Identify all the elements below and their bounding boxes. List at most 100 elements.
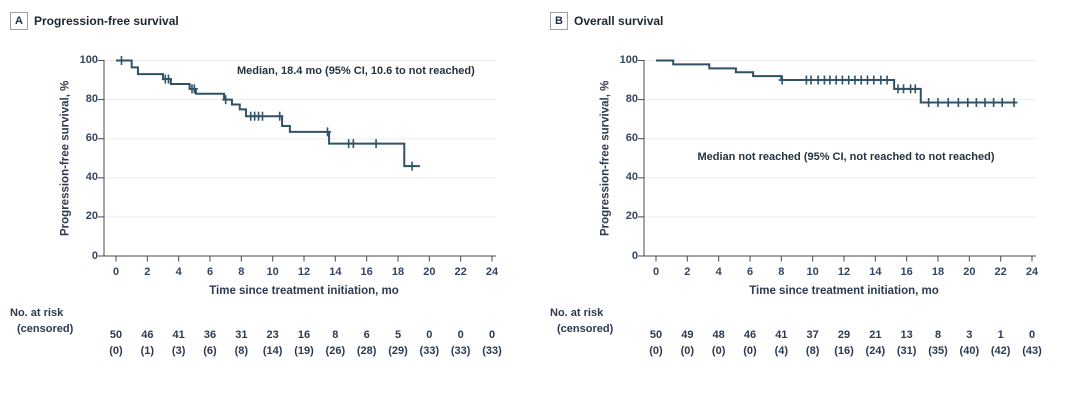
y-tick-label: 20	[625, 210, 638, 223]
at-risk-value: 50	[109, 329, 123, 341]
x-tick-label: 10	[806, 266, 819, 278]
x-tick-label: 2	[144, 266, 151, 278]
censored-value: (0)	[743, 345, 757, 357]
at-risk-value: 23	[266, 329, 279, 341]
x-tick-label: 8	[778, 266, 785, 278]
median-annotation-a: Median, 18.4 mo (95% CI, 10.6 to not rea…	[237, 65, 475, 77]
at-risk-value: 46	[141, 329, 154, 341]
at-risk-value: 50	[649, 329, 663, 341]
km-plot-b	[638, 59, 1036, 262]
x-tick-label: 22	[454, 266, 467, 278]
at-risk-value: 3	[966, 329, 973, 341]
x-tick-label: 2	[684, 266, 691, 278]
censored-value: (33)	[450, 345, 471, 357]
panel-label-a: A	[15, 14, 23, 27]
panel-progression-free-survival: A Progression-free survival Progression-…	[10, 12, 502, 357]
censored-value: (33)	[419, 345, 440, 357]
x-tick-label: 0	[652, 266, 660, 278]
censored-value: (6)	[203, 345, 217, 357]
at-risk-value: 0	[1028, 329, 1036, 341]
y-tick-label: 20	[85, 210, 98, 223]
at-risk-value: 0	[426, 329, 433, 341]
censored-value: (43)	[1022, 345, 1042, 357]
panel-label-box-b: B	[550, 12, 568, 30]
at-risk-value: 37	[806, 329, 819, 341]
censored-value: (42)	[990, 345, 1011, 357]
x-tick-label: 24	[1025, 266, 1039, 278]
at-risk-value: 46	[743, 329, 757, 341]
y-tick-label: 100	[619, 54, 638, 66]
km-plot-a	[98, 56, 496, 262]
x-tick-label: 18	[391, 266, 405, 278]
censored-value: (1)	[140, 345, 155, 357]
at-risk-value: 5	[394, 329, 402, 341]
x-tick-label: 14	[869, 266, 882, 278]
censored-value: (0)	[711, 345, 726, 357]
censored-value: (4)	[774, 345, 789, 357]
panel-title-a: Progression-free survival	[34, 14, 179, 28]
x-tick-label: 16	[360, 266, 373, 278]
censored-value: (28)	[356, 345, 377, 357]
censored-value: (14)	[262, 345, 283, 357]
at-risk-value: 49	[681, 329, 694, 341]
panel-label-b: B	[555, 14, 563, 27]
x-axis-label-a: Time since treatment initiation, mo	[209, 285, 399, 297]
censored-value: (8)	[234, 345, 249, 357]
at-risk-value: 16	[297, 329, 311, 341]
panel-overall-survival: B Overall survival Progression-free surv…	[540, 0, 1080, 400]
at-risk-value: 31	[235, 329, 248, 341]
censored-value: (24)	[865, 345, 886, 357]
y-tick-label: 60	[85, 132, 98, 145]
censored-value: (26)	[325, 345, 346, 357]
at-risk-value: 21	[869, 329, 882, 341]
at-risk-value: 13	[900, 329, 913, 341]
at-risk-value: 0	[488, 329, 496, 341]
censored-value: (35)	[928, 345, 948, 357]
censored-value: (31)	[896, 345, 917, 357]
x-tick-label: 6	[746, 266, 754, 278]
at-risk-value: 8	[934, 329, 942, 341]
at-risk-value: 29	[837, 329, 851, 341]
x-tick-label: 24	[485, 266, 499, 278]
risk-table-censored-header-b: (censored)	[557, 323, 614, 335]
y-axis-label-b: Progression-free survival, %	[599, 80, 612, 236]
at-risk-value: 36	[203, 329, 217, 341]
censored-value: (0)	[680, 345, 695, 357]
censored-value: (0)	[109, 345, 123, 357]
x-tick-label: 6	[206, 266, 214, 278]
censored-value: (33)	[482, 345, 502, 357]
panel-title-b: Overall survival	[574, 14, 664, 28]
at-risk-value: 0	[457, 329, 464, 341]
median-annotation-b: Median not reached (95% CI, not reached …	[697, 151, 995, 163]
at-risk-value: 41	[775, 329, 788, 341]
censored-value: (19)	[294, 345, 314, 357]
censored-value: (16)	[834, 345, 854, 357]
y-tick-label: 40	[85, 171, 98, 184]
y-axis-label-a: Progression-free survival, %	[59, 80, 72, 236]
at-risk-value: 48	[712, 329, 725, 341]
x-tick-label: 20	[963, 266, 976, 278]
y-tick-label: 80	[625, 93, 638, 106]
y-tick-label: 40	[625, 171, 638, 184]
x-tick-label: 22	[994, 266, 1007, 278]
censored-value: (40)	[959, 345, 980, 357]
y-tick-label: 80	[85, 93, 98, 106]
at-risk-value: 41	[172, 329, 185, 341]
x-axis-label-b: Time since treatment initiation, mo	[749, 285, 939, 297]
risk-table-header-b: No. at risk	[550, 307, 604, 319]
risk-table-censored-header-a: (censored)	[17, 323, 74, 335]
censored-value: (0)	[649, 345, 663, 357]
censored-value: (8)	[805, 345, 820, 357]
x-tick-label: 14	[329, 266, 342, 278]
x-tick-label: 20	[423, 266, 436, 278]
x-tick-label: 16	[900, 266, 913, 278]
x-tick-label: 8	[238, 266, 245, 278]
x-tick-label: 18	[931, 266, 945, 278]
censored-value: (29)	[388, 345, 408, 357]
y-tick-label: 0	[631, 249, 638, 262]
x-tick-label: 0	[112, 266, 120, 278]
y-tick-label: 60	[625, 132, 638, 145]
y-tick-label: 100	[79, 54, 98, 66]
censored-value: (3)	[171, 345, 186, 357]
